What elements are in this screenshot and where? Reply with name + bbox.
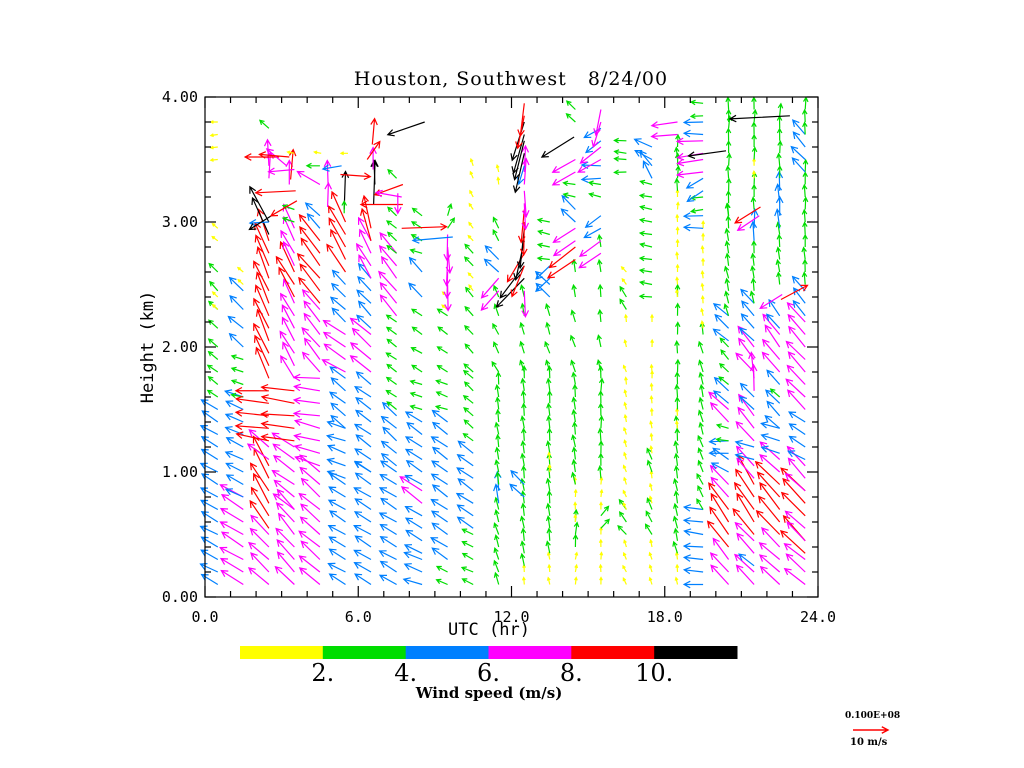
colorbar-value-label: 10. [635,659,673,687]
y-tick-label: 3.00 [162,213,198,231]
y-tick-label: 4.00 [162,88,198,106]
colorbar-segment [405,646,489,659]
y-tick-label: 0.00 [162,588,198,606]
x-tick-label: 12.0 [493,608,529,626]
colorbar-value-label: 8. [560,659,583,687]
colorbar-value-label: 4. [394,659,417,687]
x-tick-label: 6.0 [345,608,372,626]
wind-speed-colorbar: 2. 4. 6. 8. 10. [240,646,738,687]
chart-title: Houston, Southwest 8/24/00 [353,68,669,90]
x-tick-label: 24.0 [800,608,836,626]
x-tick-label: 18.0 [647,608,683,626]
y-tick-label: 2.00 [162,338,198,356]
reference-scale-label: 0.100E+08 [845,711,901,721]
colorbar-segment [240,646,324,659]
y-tick-label: 1.00 [162,463,198,481]
tick-labels: 0.0 6.0 12.0 18.0 24.0 0.00 1.00 2.00 3.00 4.00 [162,88,836,626]
colorbar-segment [322,646,407,659]
x-axis-title: UTC (hr) [448,620,530,640]
colorbar-value-label: 6. [477,659,500,687]
colorbar-segment [488,646,572,659]
colorbar-title: Wind speed (m/s) [415,684,563,702]
colorbar-segment [571,646,655,659]
axes-frame [204,96,819,598]
reference-units-label: 10 m/s [850,737,888,748]
reference-arrow [853,726,890,734]
x-tick-label: 0.0 [191,608,218,626]
colorbar-segment [654,646,738,659]
wind-vectors [199,96,809,589]
colorbar-value-label: 2. [311,659,334,687]
